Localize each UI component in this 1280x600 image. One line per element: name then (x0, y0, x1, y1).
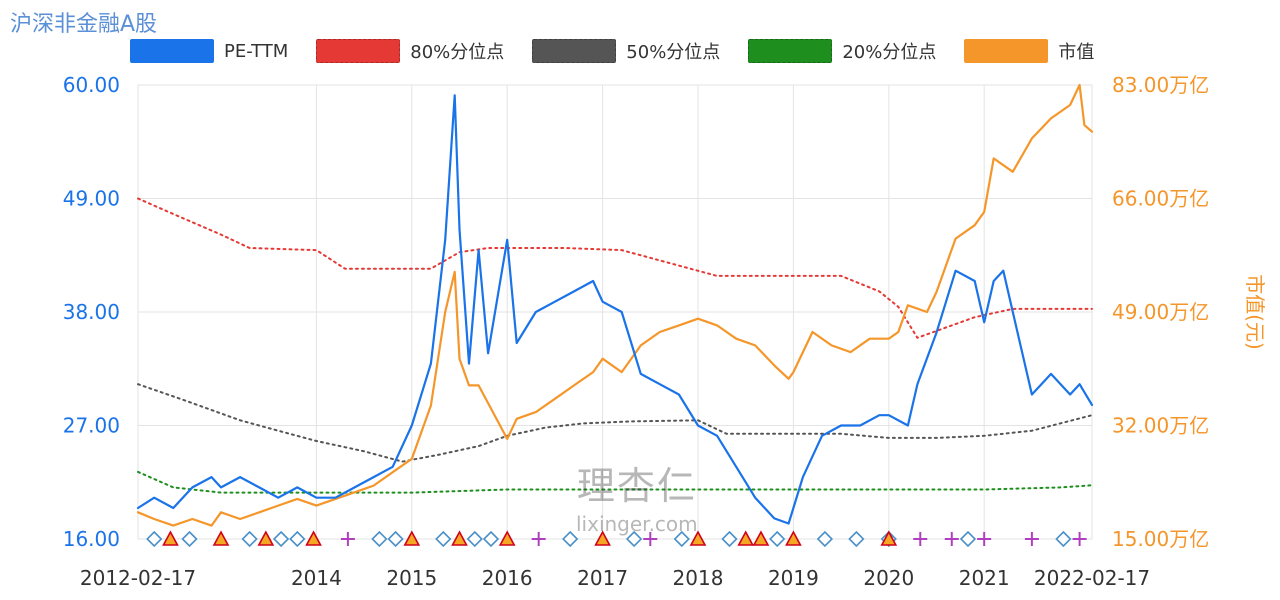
marker-diamond (181, 530, 198, 548)
marker-plus (340, 532, 355, 546)
x-tick-label: 2019 (768, 566, 819, 590)
y-left-tick-label: 60.00 (63, 73, 120, 97)
legend-label-p20: 20%分位点 (842, 42, 937, 63)
marker-diamond (146, 530, 163, 548)
marker-triangle (737, 530, 755, 546)
marker-plus (977, 532, 992, 546)
legend: PE-TTM 80%分位点 50%分位点 20%分位点 市值 (130, 38, 1094, 64)
x-tick-label: 2017 (577, 566, 628, 590)
marker-plus (1024, 532, 1039, 546)
marker-diamond (959, 530, 977, 548)
marker-triangle (212, 530, 230, 546)
marker-plus (643, 532, 658, 546)
legend-item-p20[interactable]: 20%分位点 (748, 38, 936, 64)
x-tick-label: 2015 (386, 566, 437, 590)
legend-swatch-p50 (532, 39, 617, 63)
marker-triangle (498, 530, 516, 546)
marker-plus (1072, 532, 1087, 546)
marker-triangle (305, 530, 322, 546)
marker-diamond (435, 530, 452, 548)
y-left-tick-label: 38.00 (63, 300, 120, 324)
marker-triangle (785, 530, 802, 546)
y-right-tick-label: 66.00万亿 (1112, 187, 1209, 211)
legend-swatch-p20 (748, 39, 833, 63)
x-tick-label: 2014 (291, 566, 342, 590)
legend-swatch-mcap (964, 39, 1049, 63)
marker-diamond (625, 530, 643, 548)
y-right-tick-label: 32.00万亿 (1112, 414, 1209, 438)
marker-diamond (721, 530, 738, 548)
marker-diamond (289, 530, 306, 548)
series-line-1 (137, 197, 1093, 339)
y-right-axis-label: 市值(元) (1243, 274, 1267, 350)
watermark-url: lixinger.com (576, 512, 698, 536)
marker-diamond (272, 530, 290, 548)
marker-diamond (241, 530, 258, 548)
marker-plus (944, 532, 959, 546)
y-left-tick-label: 16.00 (63, 527, 120, 551)
marker-triangle (451, 530, 468, 546)
x-tick-label: 2021 (959, 566, 1010, 590)
y-right-tick-label: 83.00万亿 (1112, 73, 1209, 97)
series-line-2 (137, 383, 1093, 463)
marker-triangle (752, 530, 770, 546)
marker-triangle (594, 530, 611, 546)
y-right-tick-label: 15.00万亿 (1112, 527, 1209, 551)
legend-swatch-pe (130, 39, 214, 63)
marker-triangle (162, 530, 179, 546)
marker-diamond (562, 530, 579, 548)
marker-diamond (466, 530, 483, 548)
legend-swatch-p80 (316, 39, 401, 63)
x-tick-label: 2018 (673, 566, 724, 590)
marker-diamond (769, 530, 786, 548)
legend-label-p50: 50%分位点 (626, 42, 721, 63)
series-line-0 (136, 94, 1094, 525)
marker-diamond (848, 530, 865, 548)
chart-title: 沪深非金融A股 (10, 12, 158, 37)
legend-label-p80: 80%分位点 (410, 42, 505, 63)
legend-label-mcap: 市值 (1058, 42, 1095, 63)
marker-diamond (673, 530, 690, 548)
legend-item-mcap[interactable]: 市值 (964, 38, 1094, 64)
marker-plus (913, 532, 928, 546)
legend-item-p80[interactable]: 80%分位点 (316, 38, 504, 64)
marker-triangle (257, 530, 275, 546)
legend-item-pe[interactable]: PE-TTM (130, 39, 288, 63)
legend-item-p50[interactable]: 50%分位点 (532, 38, 720, 64)
marker-triangle (880, 530, 898, 546)
series-line-3 (137, 470, 1093, 494)
x-tick-label: 2020 (863, 566, 914, 590)
watermark: 理杏仁 lixinger.com (576, 455, 698, 536)
marker-diamond (816, 530, 834, 548)
marker-plus (531, 532, 546, 546)
marker-triangle (689, 530, 707, 546)
marker-triangle (403, 530, 421, 546)
x-tick-label: 2012-02-17 (80, 566, 196, 590)
watermark-logo: 理杏仁 (576, 464, 697, 508)
marker-diamond (371, 530, 388, 548)
marker-diamond (482, 530, 500, 548)
marker-diamond (1055, 530, 1072, 548)
marker-diamond (387, 530, 404, 548)
x-tick-label: 2016 (482, 566, 533, 590)
legend-label-pe: PE-TTM (224, 40, 289, 62)
series-line-4 (136, 83, 1094, 527)
y-right-tick-label: 49.00万亿 (1112, 300, 1209, 324)
y-left-tick-label: 27.00 (63, 414, 120, 438)
y-left-tick-label: 49.00 (63, 187, 120, 211)
x-tick-label: 2022-02-17 (1034, 566, 1150, 590)
